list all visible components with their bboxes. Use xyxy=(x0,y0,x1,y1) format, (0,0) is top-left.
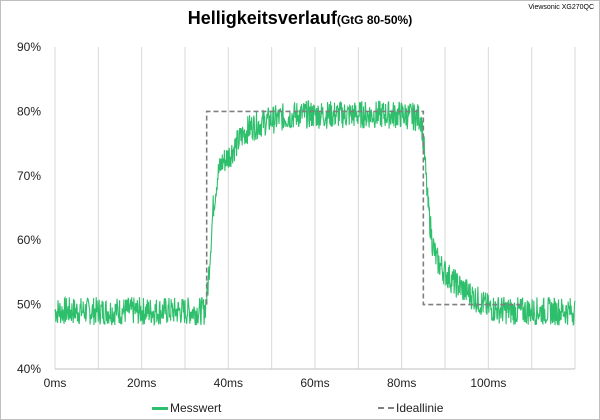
chart-title: Helligkeitsverlauf(GtG 80-50%) xyxy=(0,8,600,29)
title-main: Helligkeitsverlauf xyxy=(187,8,337,28)
series-line-ideallinie xyxy=(205,110,523,306)
x-axis: 0ms 20ms 40ms 60ms 80ms 100ms xyxy=(44,376,507,390)
y-axis: 40% 50% 60% 70% 80% 90% xyxy=(17,40,41,376)
x-tick-label: 40ms xyxy=(214,376,243,390)
x-tick-label: 20ms xyxy=(127,376,156,390)
legend-item-messwert: Messwert xyxy=(152,401,221,415)
series-group xyxy=(54,100,576,327)
y-tick-label: 90% xyxy=(17,40,41,54)
x-tick-label: 80ms xyxy=(387,376,416,390)
x-tick-label: 0ms xyxy=(44,376,67,390)
y-tick-label: 50% xyxy=(17,298,41,312)
title-subtitle: (GtG 80-50%) xyxy=(336,13,413,27)
legend-item-ideallinie: Ideallinie xyxy=(378,401,443,415)
y-tick-label: 80% xyxy=(17,104,41,118)
x-tick-label: 100ms xyxy=(470,376,506,390)
legend: Messwert Ideallinie xyxy=(0,399,600,419)
series-line-messwert xyxy=(54,100,576,327)
y-tick-label: 70% xyxy=(17,169,41,183)
grid xyxy=(54,47,576,369)
legend-swatch-messwert xyxy=(152,406,168,410)
legend-label-ideallinie: Ideallinie xyxy=(396,401,444,415)
x-tick-label: 60ms xyxy=(300,376,329,390)
y-tick-label: 40% xyxy=(17,362,41,376)
legend-label-messwert: Messwert xyxy=(170,401,222,415)
legend-swatch-ideallinie xyxy=(378,407,394,409)
y-tick-label: 60% xyxy=(17,233,41,247)
model-label: Viewsonic XG270QC xyxy=(528,4,594,11)
